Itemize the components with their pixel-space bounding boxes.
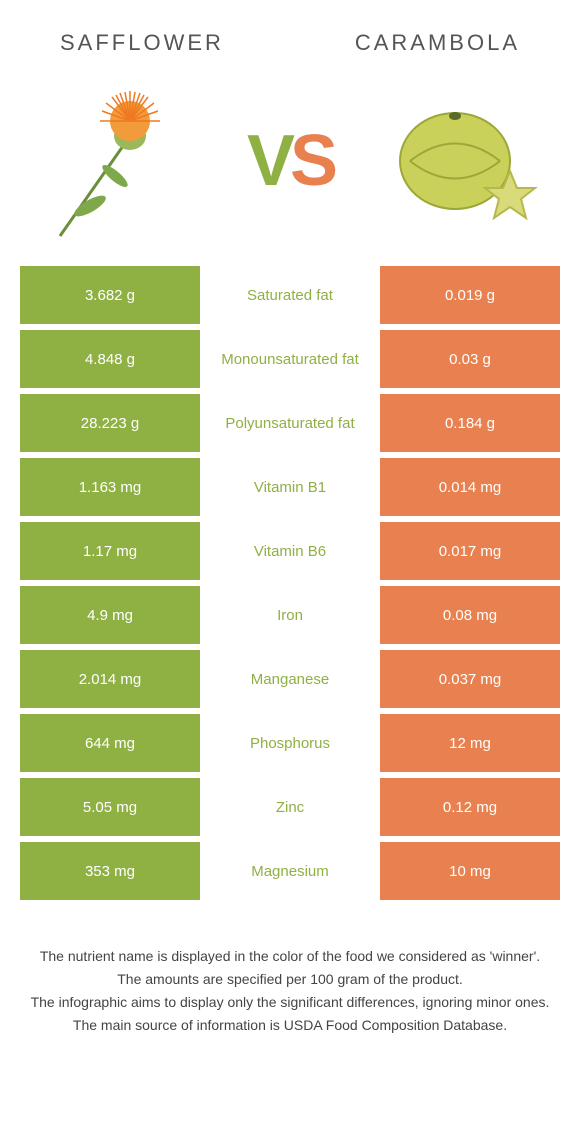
table-row: 644 mgPhosphorus12 mg	[20, 714, 560, 772]
left-value: 644 mg	[20, 714, 200, 772]
nutrient-name: Saturated fat	[200, 266, 380, 324]
carambola-icon	[380, 76, 550, 246]
safflower-icon	[30, 76, 200, 246]
footer-line-4: The main source of information is USDA F…	[30, 1015, 550, 1036]
right-food-title: Carambola	[355, 30, 520, 56]
table-row: 28.223 gPolyunsaturated fat0.184 g	[20, 394, 560, 452]
footer-line-3: The infographic aims to display only the…	[30, 992, 550, 1013]
nutrient-name: Monounsaturated fat	[200, 330, 380, 388]
footer-line-2: The amounts are specified per 100 gram o…	[30, 969, 550, 990]
right-value: 0.184 g	[380, 394, 560, 452]
right-value: 0.017 mg	[380, 522, 560, 580]
vs-s: S	[290, 121, 333, 201]
comparison-table: 3.682 gSaturated fat0.019 g 4.848 gMonoun…	[0, 266, 580, 900]
nutrient-name: Phosphorus	[200, 714, 380, 772]
right-value: 12 mg	[380, 714, 560, 772]
left-value: 5.05 mg	[20, 778, 200, 836]
table-row: 4.9 mgIron0.08 mg	[20, 586, 560, 644]
right-value: 0.12 mg	[380, 778, 560, 836]
right-value: 0.014 mg	[380, 458, 560, 516]
left-value: 2.014 mg	[20, 650, 200, 708]
right-value: 0.08 mg	[380, 586, 560, 644]
left-value: 28.223 g	[20, 394, 200, 452]
table-row: 5.05 mgZinc0.12 mg	[20, 778, 560, 836]
table-row: 4.848 gMonounsaturated fat0.03 g	[20, 330, 560, 388]
left-value: 4.9 mg	[20, 586, 200, 644]
left-value: 353 mg	[20, 842, 200, 900]
nutrient-name: Polyunsaturated fat	[200, 394, 380, 452]
right-value: 10 mg	[380, 842, 560, 900]
left-value: 1.163 mg	[20, 458, 200, 516]
left-value: 3.682 g	[20, 266, 200, 324]
right-value: 0.037 mg	[380, 650, 560, 708]
nutrient-name: Iron	[200, 586, 380, 644]
footer-notes: The nutrient name is displayed in the co…	[0, 906, 580, 1058]
nutrient-name: Vitamin B6	[200, 522, 380, 580]
table-row: 2.014 mgManganese0.037 mg	[20, 650, 560, 708]
right-value: 0.019 g	[380, 266, 560, 324]
nutrient-name: Manganese	[200, 650, 380, 708]
vs-label: VS	[247, 120, 333, 202]
table-row: 1.17 mgVitamin B60.017 mg	[20, 522, 560, 580]
left-value: 1.17 mg	[20, 522, 200, 580]
nutrient-name: Zinc	[200, 778, 380, 836]
left-value: 4.848 g	[20, 330, 200, 388]
nutrient-name: Vitamin B1	[200, 458, 380, 516]
table-row: 353 mgMagnesium10 mg	[20, 842, 560, 900]
table-row: 1.163 mgVitamin B10.014 mg	[20, 458, 560, 516]
footer-line-1: The nutrient name is displayed in the co…	[30, 946, 550, 967]
right-value: 0.03 g	[380, 330, 560, 388]
images-row: VS	[0, 66, 580, 266]
table-row: 3.682 gSaturated fat0.019 g	[20, 266, 560, 324]
header-row: Safflower Carambola	[0, 0, 580, 66]
left-food-title: Safflower	[60, 30, 224, 56]
nutrient-name: Magnesium	[200, 842, 380, 900]
vs-v: V	[247, 121, 290, 201]
